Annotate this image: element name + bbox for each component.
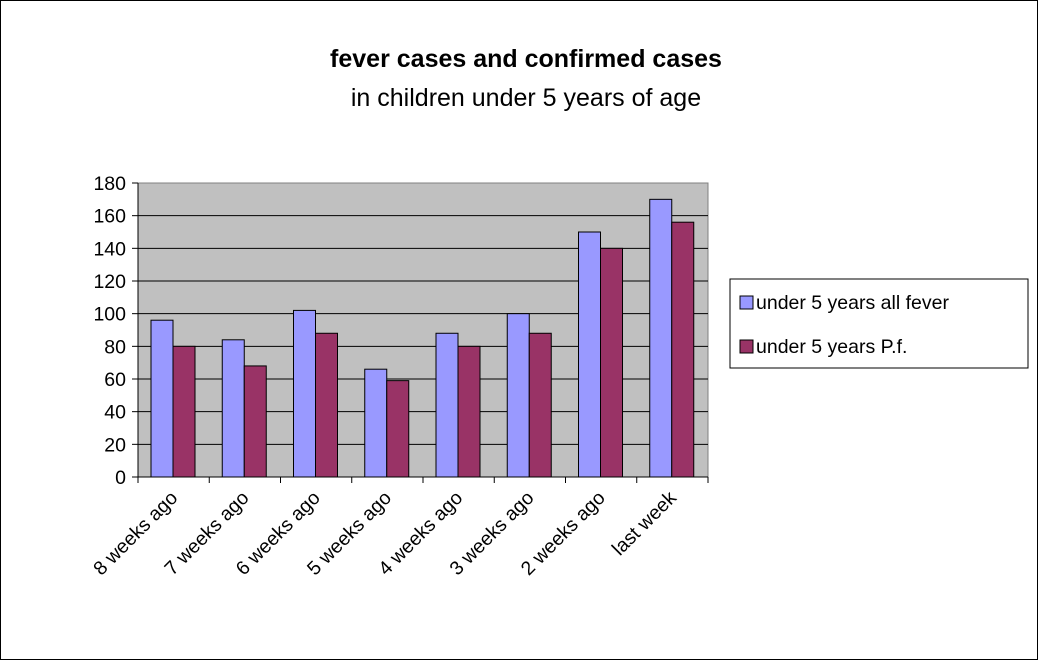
legend-label: under 5 years P.f. — [756, 336, 907, 358]
bar-all-fever — [578, 231, 601, 478]
y-tick-label: 120 — [93, 271, 126, 293]
y-tick-label: 60 — [104, 369, 126, 391]
legend-swatch — [739, 295, 754, 310]
bar-all-fever — [293, 309, 316, 478]
legend-box — [729, 278, 1029, 369]
bar-pf — [600, 247, 623, 478]
y-axis-ticks: 0 20 40 60 80 100 120 140 160 180 — [93, 173, 138, 489]
bar-all-fever — [506, 313, 530, 478]
bar-all-fever — [150, 319, 174, 478]
y-tick-label: 0 — [115, 467, 126, 489]
y-tick-label: 40 — [104, 402, 126, 424]
bar-all-fever — [364, 368, 388, 478]
y-tick-label: 160 — [93, 206, 126, 228]
y-tick-label: 20 — [104, 434, 126, 456]
y-tick-label: 140 — [93, 238, 126, 260]
bar-pf — [315, 332, 338, 478]
legend-swatch — [739, 339, 754, 354]
y-tick-label: 180 — [93, 173, 126, 195]
x-tick-label: last week — [608, 487, 681, 560]
y-tick-label: 80 — [104, 336, 126, 358]
bar-all-fever — [221, 339, 245, 478]
chart-title: fever cases and confirmed cases — [330, 45, 722, 73]
bar-pf — [386, 380, 410, 478]
chart-subtitle: in children under 5 years of age — [351, 84, 701, 112]
bar-pf — [172, 345, 196, 478]
legend: under 5 years all fever under 5 years P.f… — [729, 278, 1029, 369]
bar-pf — [243, 365, 267, 478]
bars — [150, 198, 695, 478]
y-tick-label: 100 — [93, 304, 126, 326]
bar-pf — [671, 221, 695, 478]
bar-all-fever — [435, 332, 459, 478]
bar-all-fever — [649, 198, 673, 478]
legend-label: under 5 years all fever — [756, 292, 949, 314]
bar-pf — [457, 345, 481, 478]
bar-pf — [528, 332, 552, 478]
